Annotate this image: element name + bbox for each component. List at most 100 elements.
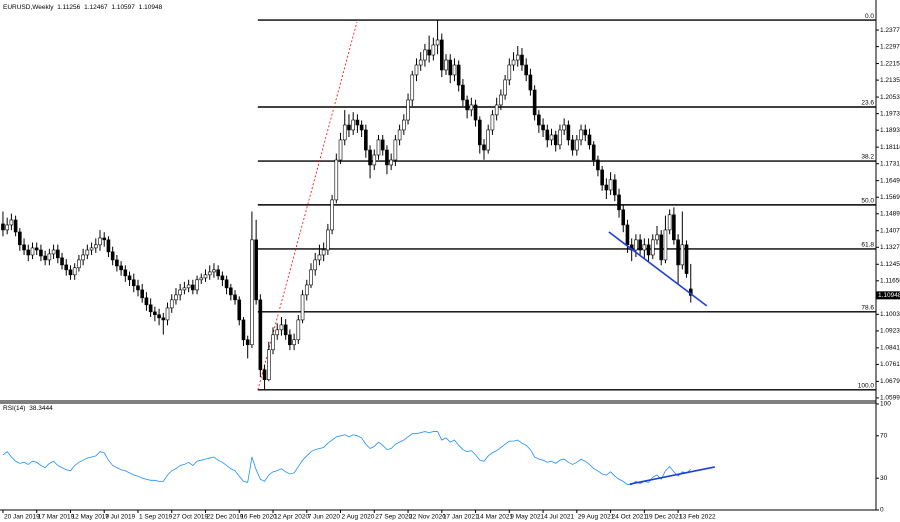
candle-body (650, 239, 655, 256)
candle-body (558, 129, 562, 146)
candle-body (351, 119, 355, 131)
candle-body (684, 244, 689, 274)
candle-body (178, 289, 182, 296)
candle-body (380, 139, 385, 151)
candle-body (638, 239, 642, 251)
candle-body (266, 349, 271, 381)
fib-label: 0.0 (865, 13, 874, 20)
candle-body (203, 274, 208, 279)
candle-body (477, 119, 482, 146)
y-tick-label: 1.22150 (880, 60, 900, 67)
price-marker (876, 291, 900, 300)
indicator-header: RSI(14) 38.3444 (3, 405, 53, 412)
candle-body (258, 299, 263, 371)
y-tick-label: 1.22970 (880, 43, 900, 50)
candle-body (43, 255, 47, 261)
candle-body (26, 249, 31, 256)
candle-body (241, 319, 246, 341)
candle-body (292, 339, 296, 346)
y-tick-label: 1.17310 (880, 160, 900, 167)
x-tick-label: 9 May 2021 (510, 514, 544, 521)
candle-body (22, 244, 26, 251)
candle-body (98, 237, 102, 246)
candle-body (604, 184, 609, 191)
candle-body (570, 139, 575, 151)
x-tick-label: 19 Dec 2021 (645, 514, 682, 521)
x-tick-label: 29 Aug 2021 (578, 514, 615, 521)
candle-body (490, 114, 495, 131)
candle-body (72, 267, 77, 276)
candle-body (402, 119, 406, 131)
candle-body (359, 124, 364, 131)
y-tick-label: 1.07610 (880, 361, 900, 368)
candle-body (634, 239, 638, 251)
candle-body (224, 279, 229, 289)
candle-body (47, 253, 52, 261)
candle-body (85, 249, 90, 256)
candle-body (663, 229, 668, 261)
x-tick-label: 2 Aug 2020 (342, 514, 375, 521)
candle-body (207, 271, 212, 276)
candle-body (195, 279, 199, 291)
candle-body (296, 319, 301, 341)
symbol-title: EURUSD,Weekly (3, 4, 54, 11)
trend-line (608, 231, 708, 307)
candle-body (157, 314, 161, 319)
candle-body (385, 149, 389, 166)
candle-body (229, 287, 233, 296)
candle-body (600, 169, 604, 186)
candle-body (39, 249, 43, 257)
candle-body (439, 39, 444, 71)
candle-body (376, 139, 381, 156)
candle-body (68, 269, 73, 276)
candle-body (406, 99, 410, 121)
candle-body (591, 144, 596, 161)
candle-body (262, 369, 267, 381)
candle-body (144, 297, 149, 306)
x-tick-label: 7 Jun 2020 (308, 514, 341, 521)
candle-body (355, 119, 360, 126)
candle-body (596, 159, 600, 171)
candle-body (127, 275, 132, 281)
fib-label: 100.0 (858, 383, 875, 390)
y-tick-label: 1.18110 (880, 144, 900, 151)
x-tick-label: 17 Jan 2021 (443, 514, 479, 521)
indicator-title: RSI(14) (3, 405, 25, 412)
candle-body (161, 317, 166, 321)
candle-body (119, 265, 123, 271)
x-tick-label: 7 Jul 2019 (105, 514, 135, 521)
candle-body (368, 149, 372, 166)
x-tick-label: 1 Sep 2019 (139, 514, 173, 521)
candle-body (1, 223, 5, 231)
y-tick-label: 1.14890 (880, 210, 900, 217)
candle-body (199, 277, 204, 281)
x-tick-label: 22 Nov 2020 (409, 514, 446, 521)
candle-body (136, 285, 140, 291)
candle-body (77, 259, 81, 269)
ohlc-high: 1.12467 (84, 4, 108, 11)
candle-body (131, 279, 136, 287)
candle-body (465, 99, 469, 111)
candle-body (473, 104, 478, 121)
candle-body (676, 239, 680, 266)
candle-body (617, 194, 621, 211)
fib-label: 23.6 (861, 100, 874, 107)
candle-body (389, 159, 393, 166)
candle-body (5, 224, 9, 231)
candle-body (30, 247, 35, 256)
candle-body (456, 64, 461, 86)
candle-body (81, 254, 85, 261)
x-tick-label: 20 Jan 2019 (4, 514, 40, 521)
y-tick-label: 1.12450 (880, 261, 900, 268)
candle-body (431, 44, 436, 56)
candle-body (655, 234, 659, 241)
candle-body (250, 239, 254, 346)
y-tick-label: 1.21350 (880, 77, 900, 84)
candle-body (169, 299, 174, 309)
chart-header: EURUSD,Weekly 1.11256 1.12467 1.10597 1.… (3, 4, 163, 11)
candle-body (562, 124, 566, 131)
candle-body (469, 104, 474, 111)
x-tick-label: 24 Oct 2021 (612, 514, 648, 521)
candle-body (317, 254, 322, 261)
y-tick-label: 1.20530 (880, 94, 900, 101)
